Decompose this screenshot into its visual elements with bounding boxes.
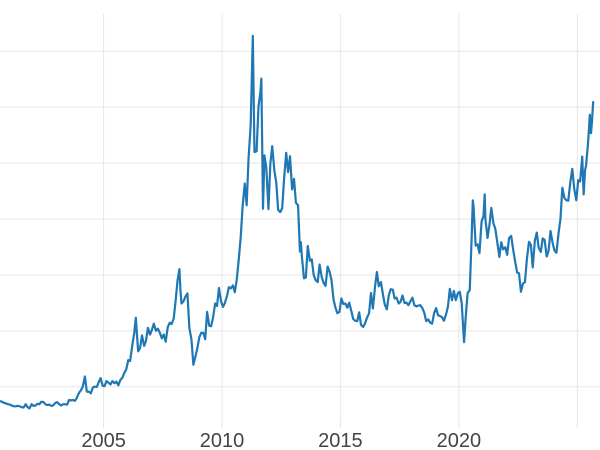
x-tick-label: 2005	[81, 430, 126, 450]
x-axis-ticks	[103, 423, 578, 428]
y-gridlines	[0, 50, 600, 388]
x-gridlines	[103, 14, 578, 424]
price-line	[0, 34, 595, 410]
price-line-series	[0, 34, 595, 410]
x-tick-label: 2020	[437, 430, 482, 450]
x-tick-label: 2010	[200, 430, 245, 450]
x-axis-tick-labels: 2005 2010 2015 2020	[81, 430, 481, 450]
x-tick-label: 2015	[318, 430, 363, 450]
